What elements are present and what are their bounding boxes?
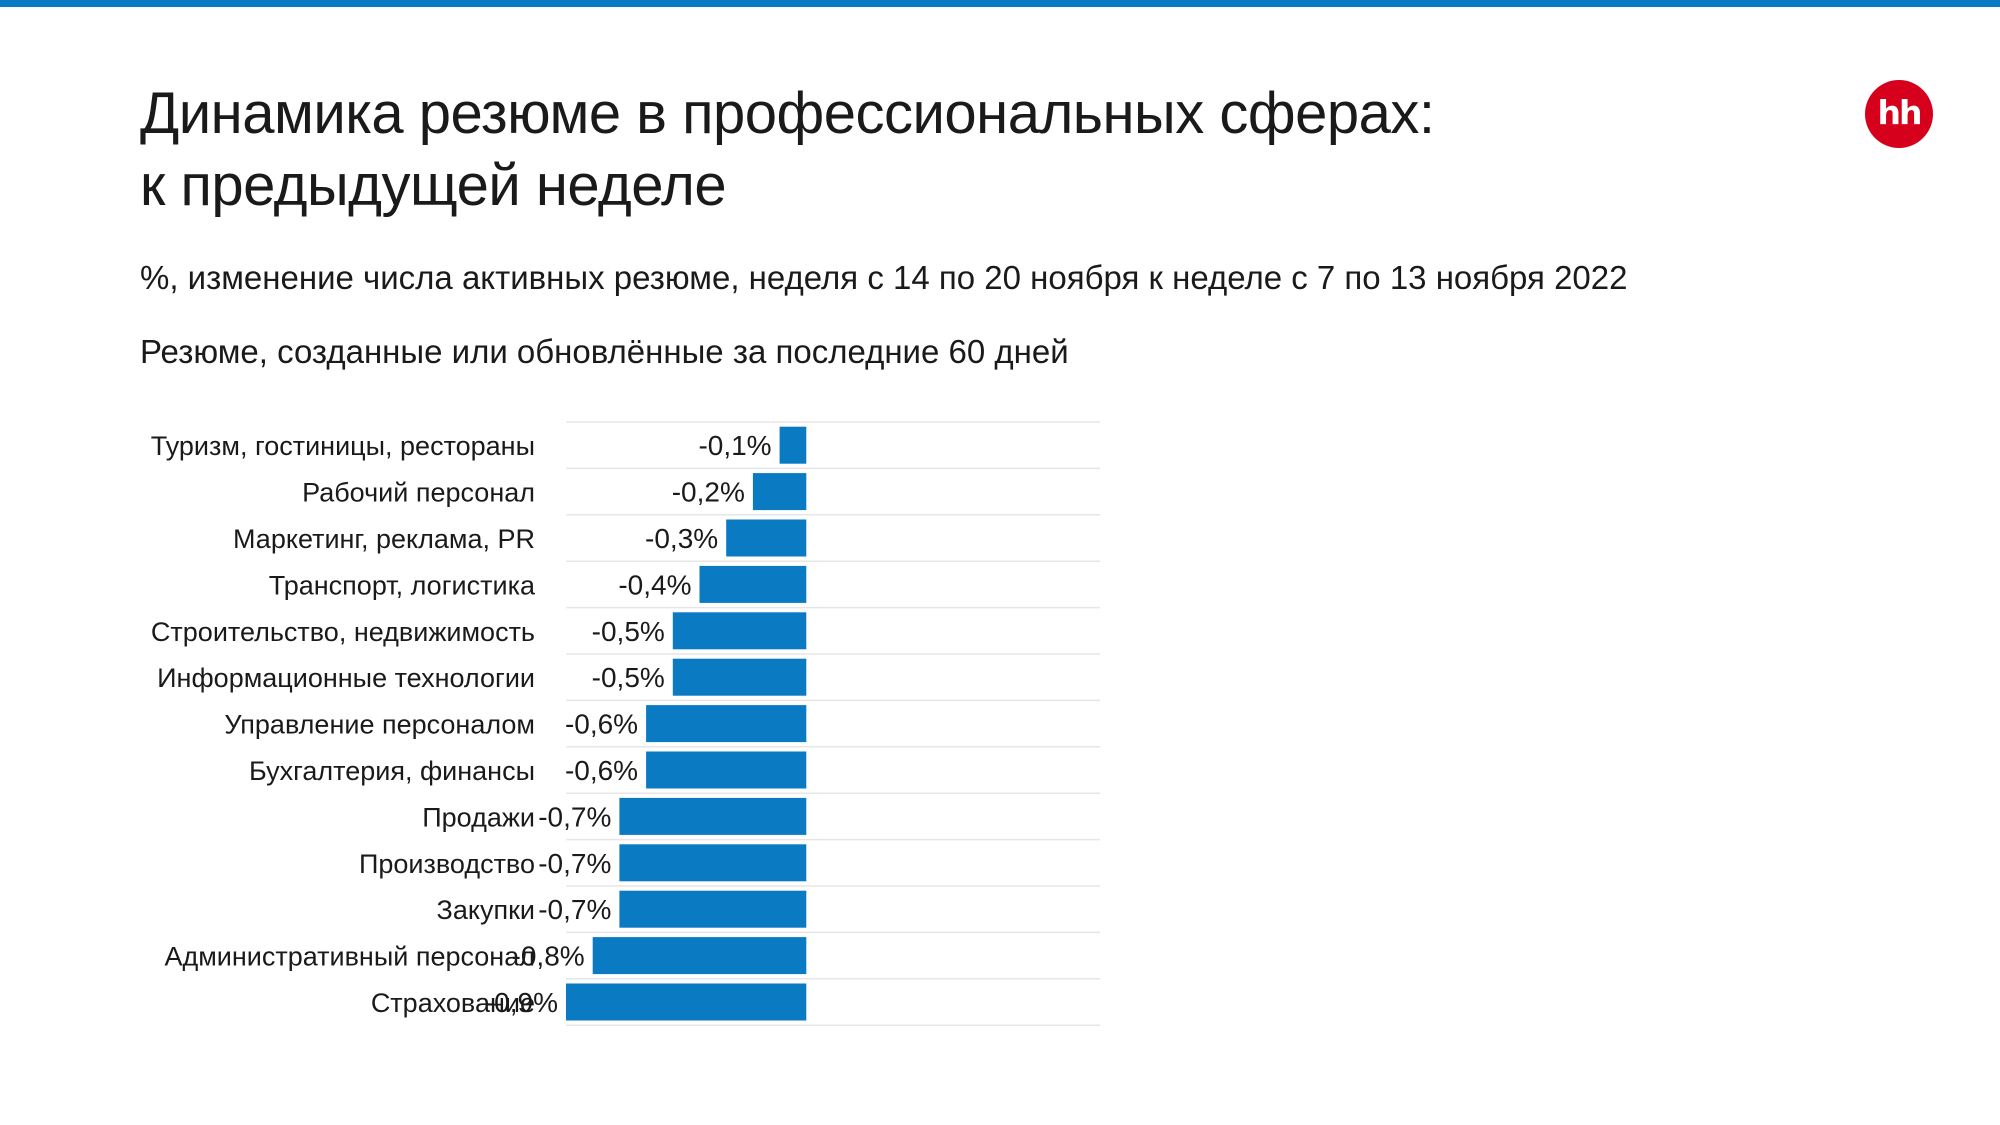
bar xyxy=(646,705,807,743)
category-label: Продажи xyxy=(422,802,535,832)
category-label: Туризм, гостиницы, рестораны xyxy=(151,431,535,461)
category-label: Закупки xyxy=(437,895,535,925)
bar xyxy=(619,890,807,928)
bar xyxy=(726,519,807,557)
top-accent-stripe xyxy=(0,0,2000,7)
bar xyxy=(699,565,807,603)
category-label: Информационные технологии xyxy=(157,663,535,693)
bar xyxy=(619,797,807,835)
hh-logo: hh xyxy=(1865,80,1933,148)
category-label: Бухгалтерия, финансы xyxy=(249,756,535,786)
category-label: Управление персоналом xyxy=(224,710,535,740)
category-label: Административный персонал xyxy=(164,942,535,972)
page-title: Динамика резюме в профессиональных сфера… xyxy=(140,78,1640,222)
bar xyxy=(752,473,807,511)
chart-subtitle: %, изменение числа активных резюме, неде… xyxy=(140,259,1628,296)
bar xyxy=(672,612,807,650)
data-label: -0,7% xyxy=(538,848,611,879)
bar xyxy=(592,937,807,975)
data-label: -0,4% xyxy=(618,569,691,600)
title-line-1: Динамика резюме в профессиональных сфера… xyxy=(140,81,1435,146)
data-label: -0,6% xyxy=(565,709,638,740)
data-label: -0,9% xyxy=(485,987,558,1018)
data-label: -0,2% xyxy=(672,477,745,508)
bar xyxy=(619,844,807,882)
category-label: Строительство, недвижимость xyxy=(151,617,535,647)
title-line-2: к предыдущей неделе xyxy=(140,153,727,218)
category-label: Производство xyxy=(359,849,535,879)
bar xyxy=(646,751,807,789)
data-label: -0,5% xyxy=(592,662,665,693)
chart-note: Резюме, созданные или обновлённые за пос… xyxy=(140,333,1069,370)
category-label: Транспорт, логистика xyxy=(269,570,536,600)
bar xyxy=(566,983,807,1021)
data-label: -0,1% xyxy=(698,430,771,461)
category-label: Страхование xyxy=(371,988,535,1018)
bar xyxy=(779,426,807,464)
data-label: -0,6% xyxy=(565,755,638,786)
data-label: -0,5% xyxy=(592,616,665,647)
category-label: Маркетинг, реклама, PR xyxy=(233,524,535,554)
data-label: -0,8% xyxy=(512,941,585,972)
category-label: Рабочий персонал xyxy=(302,478,535,508)
data-label: -0,3% xyxy=(645,523,718,554)
bar xyxy=(672,658,807,696)
data-label: -0,7% xyxy=(538,801,611,832)
data-label: -0,7% xyxy=(538,894,611,925)
